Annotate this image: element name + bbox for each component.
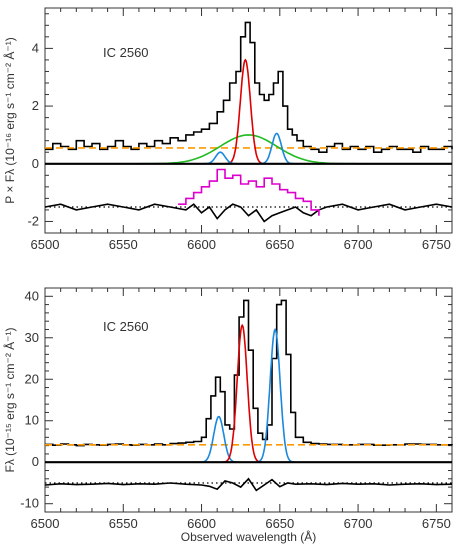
- y-tick-label: 40: [25, 288, 39, 303]
- y-tick-label: -10: [20, 496, 39, 511]
- x-tick-label: 6650: [265, 516, 294, 531]
- bottom-series: [44, 299, 453, 492]
- series-narrow-side: [198, 415, 239, 463]
- y-tick-label: 30: [25, 330, 39, 345]
- bottom-y-axis-label: Fλ (10⁻¹⁵ erg s⁻¹ cm⁻² Å⁻¹): [2, 328, 17, 473]
- y-tick-label: 10: [25, 413, 39, 428]
- bottom-y-ticks: -10 0 10 20 30 40: [20, 287, 452, 513]
- series-narrow-center: [222, 323, 263, 463]
- top-y-ticks: -2 0 2 4: [27, 13, 452, 228]
- x-tick-label: 6600: [187, 237, 216, 252]
- x-tick-label: 6750: [422, 516, 451, 531]
- x-tick-label: 6500: [31, 516, 60, 531]
- series-narrow-side: [254, 327, 296, 463]
- top-x-ticks: 6500 6550 6600 6650 6700 6750: [31, 8, 453, 252]
- x-tick-label: 6600: [187, 516, 216, 531]
- y-tick-label: 0: [32, 454, 39, 469]
- series-observed: [44, 203, 453, 223]
- x-tick-label: 6500: [31, 237, 60, 252]
- bottom-panel: 6500 6550 6600 6650 6700 6750 -10 0 10 20 30 40 IC…: [2, 287, 453, 531]
- y-tick-label: -2: [27, 213, 39, 228]
- series-observed: [45, 21, 453, 153]
- top-object-label: IC 2560: [103, 45, 149, 60]
- top-y-axis-label: P × Fλ (10⁻¹⁶ erg s⁻¹ cm⁻² Å⁻¹): [2, 37, 17, 203]
- x-tick-label: 6700: [344, 516, 373, 531]
- top-panel: 6500 6550 6600 6650 6700 6750 -2 0 2 4 IC 2560 P…: [2, 7, 453, 252]
- top-plot-frame: [44, 7, 453, 234]
- series-narrow-center: [225, 58, 266, 165]
- x-tick-label: 6550: [109, 237, 138, 252]
- bottom-x-ticks: 6500 6550 6600 6650 6700 6750: [31, 288, 453, 531]
- x-tick-label: 6650: [265, 237, 294, 252]
- bottom-object-label: IC 2560: [103, 319, 149, 334]
- y-tick-label: 2: [32, 98, 39, 113]
- y-tick-label: 20: [25, 371, 39, 386]
- series-observed: [44, 477, 453, 492]
- x-tick-label: 6550: [109, 516, 138, 531]
- x-tick-label: 6750: [422, 237, 451, 252]
- top-series: [44, 21, 453, 223]
- y-tick-label: 0: [32, 156, 39, 171]
- y-tick-label: 4: [32, 40, 39, 55]
- x-axis-label: Observed wavelength (Å): [181, 529, 316, 544]
- series-polarized-offset: [178, 168, 320, 216]
- x-tick-label: 6700: [344, 237, 373, 252]
